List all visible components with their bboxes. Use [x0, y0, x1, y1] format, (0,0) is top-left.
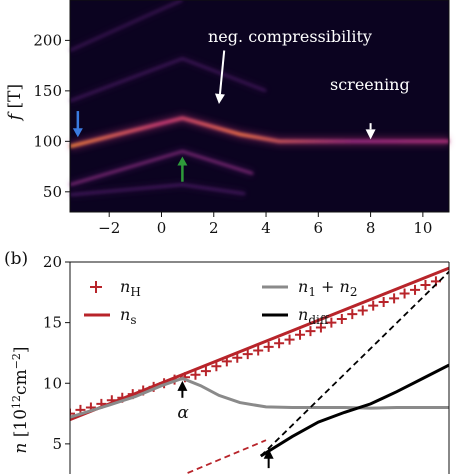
data-point: [242, 349, 253, 360]
panel-label-b: (b): [4, 249, 28, 269]
x-tick-label: 8: [366, 219, 376, 237]
annotation-neg-compressibility: neg. compressibility: [208, 27, 372, 46]
legend-entry: ns: [84, 305, 136, 327]
heatmap-background: [70, 0, 449, 212]
band-1: [69, 150, 254, 186]
annotation-arrowhead-0: [214, 93, 225, 104]
data-point: [190, 369, 201, 380]
series-5-line: [260, 271, 449, 457]
legend-label: ns: [120, 305, 136, 327]
annotation-arrow-0: [218, 50, 226, 95]
legend-swatch: [90, 281, 102, 293]
data-point: [410, 284, 421, 295]
y-tick-label: 5: [52, 435, 62, 453]
x-tick-label: 2: [209, 219, 219, 237]
x-tick-label: 10: [413, 219, 432, 237]
line-axes: 5 10 15 20: [43, 253, 450, 474]
band-3: [69, 57, 267, 102]
annotation-arrowhead-0: [177, 380, 188, 391]
y-tick-label: 15: [43, 314, 62, 332]
data-point: [232, 352, 243, 363]
y-tick-label: 200: [33, 31, 62, 49]
heatmap-frame: [69, 0, 450, 213]
plot-area: [70, 266, 449, 474]
x-tick-label: 6: [314, 219, 324, 237]
data-point: [253, 345, 264, 356]
data-point: [368, 300, 379, 311]
legend-entry: nH: [90, 277, 141, 299]
legend-entry: n1 + n2: [262, 277, 357, 299]
legend-entry: ndiff: [262, 305, 330, 327]
data-point: [284, 334, 295, 345]
data-point: [389, 293, 400, 304]
annotation-alpha: α: [177, 403, 189, 423]
y-axis-label-frequency: f [T]: [5, 84, 25, 122]
data-point: [399, 288, 410, 299]
series-2-line: [187, 439, 267, 474]
data-point: [295, 329, 306, 340]
y-tick-label: 20: [43, 253, 62, 271]
data-point: [357, 305, 368, 316]
data-point: [274, 338, 285, 349]
annotation-arrowhead-1: [263, 448, 274, 459]
heatmap-bands: [68, 0, 449, 198]
y-axis-label-density: n [1012cm−2]: [10, 346, 31, 453]
series-1-line: [70, 266, 449, 421]
y-tick-label: 10: [43, 374, 62, 392]
data-point: [315, 322, 326, 333]
heatmap-axes: −2 0 2 4 6 8 10 50 100 150 200: [33, 0, 450, 237]
panel-b: (b) 5 10 15 20 α n [1012cm−2] nH n1 + n2 ns nd…: [4, 249, 450, 474]
y-tick-label: 150: [33, 82, 62, 100]
data-point: [336, 313, 347, 324]
marker-arrow-0-head: [72, 128, 83, 138]
data-point: [420, 280, 431, 291]
data-point: [378, 297, 389, 308]
data-point: [263, 341, 274, 352]
band-2: [69, 183, 246, 196]
heatmap-annotations: neg. compressibility screening: [208, 27, 410, 140]
series-3-line: [70, 376, 449, 419]
marker-arrow-1-head: [177, 156, 188, 166]
data-point: [326, 317, 337, 328]
data-point: [211, 361, 222, 372]
panel-a: neg. compressibility screening −2 0 2 4 6 8 10…: [5, 0, 450, 237]
legend-label: n1 + n2: [298, 277, 357, 299]
heatmap-markers: [72, 111, 188, 182]
legend-label: nH: [120, 277, 141, 299]
legend-label: ndiff: [298, 305, 330, 327]
annotation-arrowhead-1: [365, 129, 376, 140]
x-tick-label: −2: [98, 219, 120, 237]
annotation-screening: screening: [330, 75, 410, 94]
legend: nH n1 + n2 ns ndiff: [84, 277, 357, 327]
data-point: [200, 366, 211, 377]
x-tick-label: 4: [261, 219, 271, 237]
x-tick-label: 0: [157, 219, 167, 237]
band-4: [69, 0, 183, 52]
y-tick-label: 50: [43, 183, 62, 201]
data-point: [347, 309, 358, 320]
data-point: [305, 326, 316, 337]
y-tick-label: 100: [33, 132, 62, 150]
data-point: [70, 408, 75, 419]
series-4-line: [260, 363, 449, 458]
line-plot: [70, 266, 449, 474]
band-0: [69, 116, 449, 148]
